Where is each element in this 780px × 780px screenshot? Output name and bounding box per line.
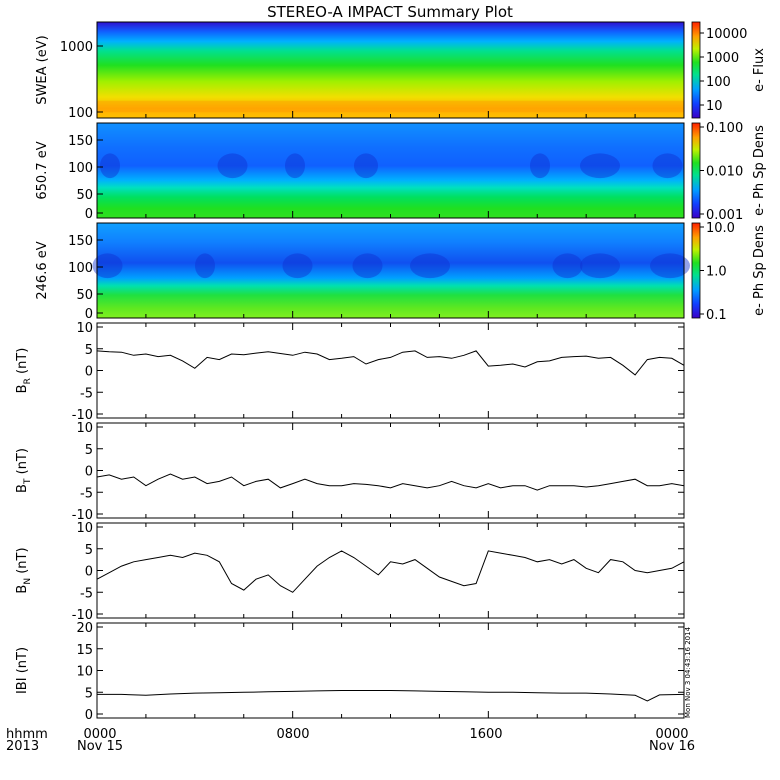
pad650-colorbar-tick-label: 0.100 [706,121,743,136]
br-y-tick-label: -5 [80,386,93,401]
pad650-colorbar-tick-label: 0.010 [706,165,743,180]
swea-colorbar [691,21,701,119]
bmag-series-line [97,690,685,702]
br-y-tick-label: 5 [85,343,93,358]
x-tick-label-1: 0800 [276,727,309,742]
pad650-dense-region [100,153,120,179]
pad650-y-tick-label: 100 [68,161,93,176]
br-y-tick-label: -10 [72,408,93,423]
pad650-dense-region [652,153,683,179]
bt-series-line [96,473,685,491]
bn-y-axis-label: BN (nT) [15,547,33,593]
swea-colorbar-tick-label: 10000 [706,27,747,42]
bt-y-tick-label: 0 [85,465,93,480]
pad650-dense-region [530,153,550,179]
pad246-dense-region [650,253,690,279]
bmag-frame [96,622,685,719]
bmag-panel: 20 15 10 5 0 IBI (nT) [15,621,685,723]
pad246-dense-region [282,253,313,279]
bt-panel: 10 5 0 -5 -10 BT (nT) [15,421,685,523]
swea-peak-band [97,100,684,113]
pad650-colorbar [691,122,701,219]
x-tick-label-0: 0000 [83,727,116,742]
bt-y-tick-label: -5 [80,486,93,501]
pad246-colorbar-label: e- Ph Sp Dens [752,225,767,316]
pad650-dense-region [354,153,378,179]
swea-panel: 1000 100 SWEA (eV) 10000 1000 100 10 e- Flux [35,21,767,121]
swea-heatmap [97,22,684,118]
bt-y-tick-label: 10 [76,421,93,436]
bmag-y-tick-label: 20 [76,621,93,636]
pad246-dense-region [352,253,383,279]
bn-y-tick-label: -5 [80,586,93,601]
pad650-colorbar-tick-label: 0.001 [706,208,743,223]
bt-y-tick-label: -10 [72,508,93,523]
pad246-y-tick-label: 50 [76,288,93,303]
bt-frame [96,422,685,519]
pad246-colorbar [691,222,701,319]
pad246-colorbar-tick-label: 0.1 [706,308,727,323]
pad246-dense-region [195,253,215,279]
bn-frame [96,522,685,619]
bmag-y-tick-label: 15 [76,643,93,658]
date-end-label: Nov 16 [649,739,695,754]
pad246-dense-region [410,253,450,279]
pad650-y-axis-label: 650.7 eV [35,141,50,199]
pad650-panel: 150 100 50 0 650.7 eV 0.100 0.010 0.001 e- Ph Sp… [35,121,767,223]
pad246-dense-region [552,253,583,279]
footer-hhmm: hhmm [6,727,48,742]
bmag-y-axis-label: IBI (nT) [15,647,30,694]
bn-y-tick-label: 0 [85,565,93,580]
br-y-tick-label: 10 [76,321,93,336]
bt-y-tick-label: 5 [85,443,93,458]
pad246-y-axis-label: 246.6 eV [35,241,50,299]
swea-colorbar-tick-label: 100 [706,75,731,90]
pad650-y-tick-label: 50 [76,188,93,203]
pad650-dense-region [217,153,248,179]
bmag-y-tick-label: 10 [76,665,93,680]
swea-colorbar-tick-label: 1000 [706,51,739,66]
plot-title: STEREO-A IMPACT Summary Plot [267,3,513,21]
swea-colorbar-tick-label: 10 [706,99,723,114]
pad246-colorbar-tick-label: 1.0 [706,265,727,280]
swea-y-tick-label: 1000 [60,40,93,55]
bn-panel: 10 5 0 -5 -10 BN (nT) [15,521,685,623]
pad650-y-tick-label: 150 [68,134,93,149]
pad650-dense-region [285,153,305,179]
bn-y-tick-label: -10 [72,608,93,623]
pad246-heatmap [97,223,684,318]
bn-series-line [96,550,685,593]
footer-year: 2013 [6,739,39,754]
br-y-axis-label: BR (nT) [15,348,33,394]
pad246-dense-region [580,253,620,279]
bn-y-tick-label: 10 [76,521,93,536]
bmag-y-tick-label: 5 [85,686,93,701]
bmag-y-tick-label: 0 [85,708,93,723]
swea-colorbar-label: e- Flux [752,48,767,92]
pad246-y-tick-label: 0 [85,307,93,322]
swea-y-axis-label: SWEA (eV) [35,35,50,104]
pad246-panel: 150 100 50 0 246.6 eV 10.0 1.0 0.1 e- Ph Sp Dens [35,221,767,323]
br-frame [96,322,685,419]
br-y-tick-label: 0 [85,365,93,380]
pad650-y-tick-label: 0 [85,207,93,222]
pad650-dense-region [580,153,620,179]
br-series-line [96,350,685,376]
pad246-y-tick-label: 150 [68,234,93,249]
x-tick-label-2: 1600 [469,727,502,742]
pad246-colorbar-tick-label: 10.0 [706,221,735,236]
pad650-heatmap [97,123,684,218]
x-tick-label-3: 0000 [655,727,688,742]
pad246-dense-region [92,253,123,279]
pad246-y-tick-label: 100 [68,261,93,276]
date-start-label: Nov 15 [77,739,123,754]
pad650-colorbar-label: e- Ph Sp Dens [752,125,767,216]
br-panel: 10 5 0 -5 -10 BR (nT) [15,321,685,423]
bt-y-axis-label: BT (nT) [15,448,33,493]
timestamp-label: Mon Nov 3 04:43:16 2014 [684,626,692,718]
bn-y-tick-label: 5 [85,543,93,558]
swea-y-tick-label: 100 [68,106,93,121]
